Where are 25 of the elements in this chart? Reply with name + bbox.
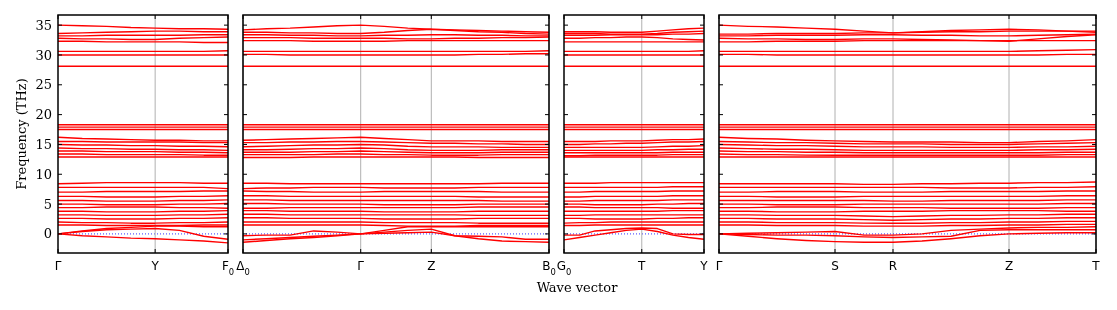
x-axis-title: Wave vector [536,280,619,295]
x-tick-label: R [888,259,898,273]
x-tick-label: Z [1004,259,1014,273]
y-axis-title: Frequency (THz) [14,78,29,190]
x-tick-label: S [831,259,839,273]
y-tick-label: 0 [43,226,52,242]
x-tick-label: T [1091,259,1101,273]
x-tick-label: Z [427,259,436,273]
x-tick-label: Δ$_{0}$ [236,259,250,277]
y-tick-label: 10 [35,166,52,182]
x-tick-label: Γ [715,259,723,273]
x-tick-label: Y [150,259,160,273]
y-tick-label: 25 [35,77,52,93]
x-tick-label: T [637,259,647,273]
y-tick-label: 20 [35,107,52,123]
y-tick-label: 30 [35,47,52,63]
x-tick-label: Γ [357,259,365,273]
x-tick-label: Y [699,259,709,273]
y-tick-label: 15 [35,136,52,152]
x-tick-label: F$_{0}$ [221,259,235,277]
y-tick-label: 5 [43,196,52,212]
x-tick-label: G$_{0}$ [556,259,572,277]
y-tick-label: 35 [35,17,52,33]
x-tick-label: B$_{0}$ [542,259,556,277]
x-tick-label: Γ [54,259,62,273]
